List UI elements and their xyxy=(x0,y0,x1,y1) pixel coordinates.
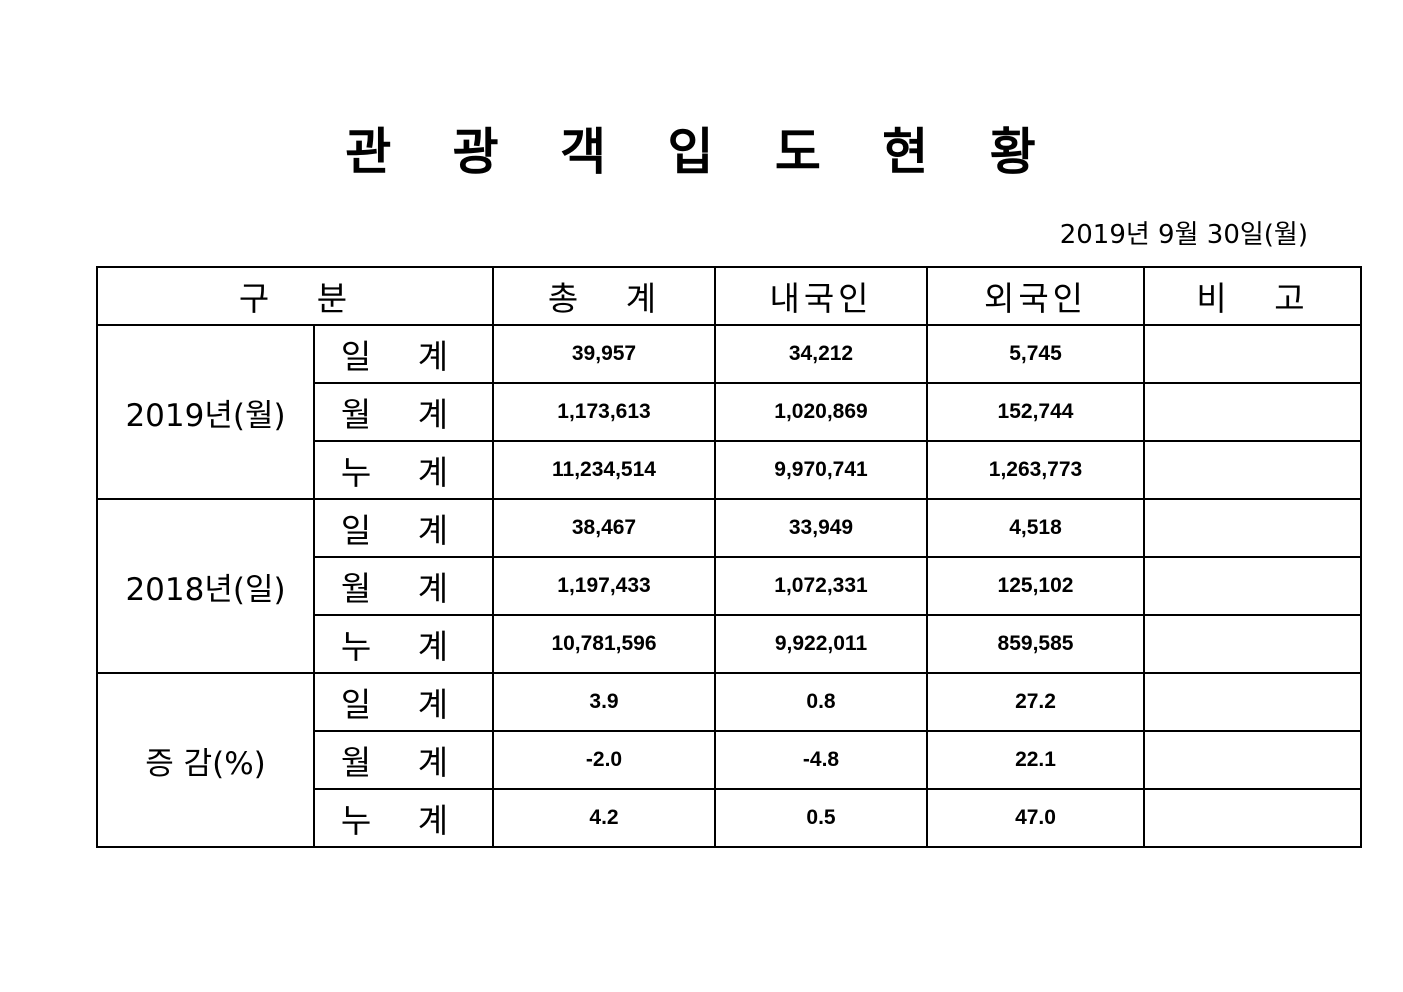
row-label: 누 계 xyxy=(313,788,494,848)
cell-total: -2.0 xyxy=(492,730,716,790)
table-row: 증 감(%) 일 계 3.9 0.8 27.2 xyxy=(96,672,1362,848)
group-label: 2019년(월) xyxy=(96,324,315,500)
cell-foreign: 859,585 xyxy=(926,614,1145,674)
cell-total: 38,467 xyxy=(492,498,716,558)
row-label: 월 계 xyxy=(313,730,494,790)
header-category: 구 분 xyxy=(96,266,494,326)
cell-domestic: 9,922,011 xyxy=(714,614,928,674)
row-label: 일 계 xyxy=(313,498,494,558)
cell-note xyxy=(1143,324,1362,384)
cell-note xyxy=(1143,440,1362,500)
cell-total: 39,957 xyxy=(492,324,716,384)
cell-note xyxy=(1143,556,1362,616)
cell-note xyxy=(1143,614,1362,674)
row-label: 월 계 xyxy=(313,556,494,616)
row-label: 일 계 xyxy=(313,324,494,384)
report-date: 2019년 9월 30일(월) xyxy=(1059,220,1308,250)
cell-foreign: 152,744 xyxy=(926,382,1145,442)
table-row: 2018년(일) 일 계 38,467 33,949 4,518 xyxy=(96,498,1362,674)
cell-foreign: 4,518 xyxy=(926,498,1145,558)
table-row: 누 계 11,234,514 9,970,741 1,263,773 xyxy=(97,440,1362,500)
cell-foreign: 22.1 xyxy=(926,730,1145,790)
table-row: 월 계 -2.0 -4.8 22.1 xyxy=(97,730,1362,790)
header-foreign: 외국인 xyxy=(926,266,1145,326)
cell-total: 1,173,613 xyxy=(492,382,716,442)
tourist-stats-table: 구 분 총 계 내국인 외국인 비 고 2019년(월) 일 계 39,957 34,… xyxy=(96,266,1362,848)
cell-foreign: 125,102 xyxy=(926,556,1145,616)
cell-note xyxy=(1143,788,1362,848)
cell-domestic: 9,970,741 xyxy=(714,440,928,500)
group-label: 2018년(일) xyxy=(96,498,315,674)
table-row: 월 계 1,197,433 1,072,331 125,102 xyxy=(97,556,1362,616)
page-title: 관 광 객 입 도 현 황 xyxy=(345,123,1058,181)
cell-domestic: 33,949 xyxy=(714,498,928,558)
cell-note xyxy=(1143,382,1362,442)
cell-foreign: 47.0 xyxy=(926,788,1145,848)
cell-domestic: 34,212 xyxy=(714,324,928,384)
cell-domestic: 1,072,331 xyxy=(714,556,928,616)
row-label: 일 계 xyxy=(313,672,494,732)
cell-foreign: 27.2 xyxy=(926,672,1145,732)
cell-note xyxy=(1143,498,1362,558)
cell-foreign: 1,263,773 xyxy=(926,440,1145,500)
cell-total: 10,781,596 xyxy=(492,614,716,674)
cell-total: 11,234,514 xyxy=(492,440,716,500)
header-total: 총 계 xyxy=(492,266,716,326)
table-row: 월 계 1,173,613 1,020,869 152,744 xyxy=(97,382,1362,442)
cell-foreign: 5,745 xyxy=(926,324,1145,384)
cell-note xyxy=(1143,730,1362,790)
cell-total: 1,197,433 xyxy=(492,556,716,616)
table-row: 누 계 10,781,596 9,922,011 859,585 xyxy=(97,614,1362,674)
row-label: 누 계 xyxy=(313,440,494,500)
row-label: 누 계 xyxy=(313,614,494,674)
header-row: 구 분 총 계 내국인 외국인 비 고 xyxy=(96,266,1362,326)
row-label: 월 계 xyxy=(313,382,494,442)
cell-domestic: 0.5 xyxy=(714,788,928,848)
cell-domestic: -4.8 xyxy=(714,730,928,790)
header-domestic: 내국인 xyxy=(714,266,928,326)
table-row: 누 계 4.2 0.5 47.0 xyxy=(97,788,1362,848)
header-note: 비 고 xyxy=(1143,266,1362,326)
cell-domestic: 1,020,869 xyxy=(714,382,928,442)
table-row: 2019년(월) 일 계 39,957 34,212 5,745 xyxy=(96,324,1362,500)
cell-domestic: 0.8 xyxy=(714,672,928,732)
cell-total: 4.2 xyxy=(492,788,716,848)
group-label: 증 감(%) xyxy=(96,672,315,848)
cell-note xyxy=(1143,672,1362,732)
cell-total: 3.9 xyxy=(492,672,716,732)
